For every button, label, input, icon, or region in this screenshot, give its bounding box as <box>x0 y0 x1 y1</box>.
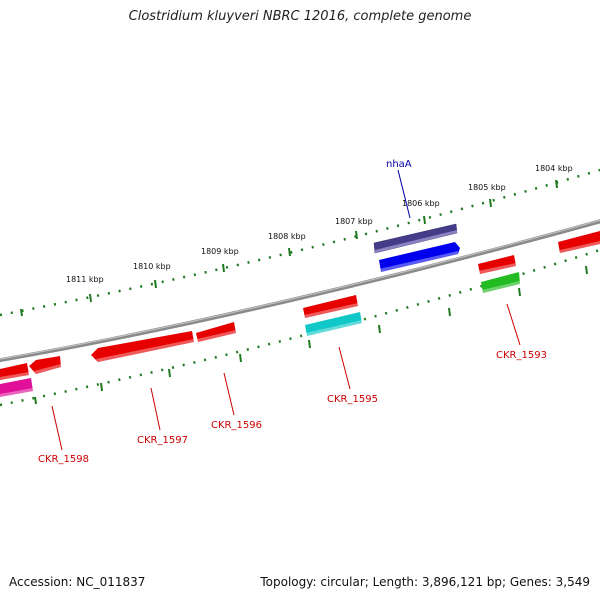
gene-ckr1593-green[interactable] <box>481 272 520 293</box>
genome-backbone-highlight <box>0 219 600 360</box>
gene-ckr1595-red[interactable] <box>303 295 358 318</box>
gene-right-edge[interactable] <box>558 231 600 253</box>
gene-label-ckr1596: CKR_1596 <box>211 420 262 431</box>
gene-ckr1593-red[interactable] <box>478 255 516 274</box>
gene-label-ckr1598: CKR_1598 <box>38 454 89 465</box>
kbp-label-1810: 1810 kbp <box>133 262 171 271</box>
outer-tick-track <box>0 168 600 317</box>
kbp-label-1806: 1806 kbp <box>402 199 440 208</box>
outer-major-ticks <box>20 179 558 317</box>
gene-ckr1596[interactable] <box>196 322 236 342</box>
kbp-label-1811: 1811 kbp <box>66 275 104 284</box>
accession-text: Accession: NC_011837 <box>9 575 146 589</box>
genome-summary-text: Topology: circular; Length: 3,896,121 bp… <box>260 575 590 589</box>
map-title: Clostridium kluyveri NBRC 12016, complet… <box>128 9 472 24</box>
gene-blue[interactable] <box>379 242 460 272</box>
genome-backbone <box>0 219 600 363</box>
gene-highlights <box>0 241 600 397</box>
gene-ckr1597[interactable] <box>91 331 194 362</box>
gene-label-ckr1593: CKR_1593 <box>496 350 547 361</box>
inner-major-ticks <box>34 265 588 405</box>
kbp-label-1809: 1809 kbp <box>201 247 239 256</box>
leader-lines <box>51 169 521 451</box>
kbp-label-1805: 1805 kbp <box>468 183 506 192</box>
gene-ckr1595-cyan[interactable] <box>305 312 362 336</box>
gene-ckr1598-red[interactable] <box>29 356 61 374</box>
inner-tick-track <box>0 248 600 407</box>
gene-label-ckr1597: CKR_1597 <box>137 435 188 446</box>
gene-left-magenta[interactable] <box>0 378 33 397</box>
gene-left-red[interactable] <box>0 363 29 380</box>
kbp-label-1804: 1804 kbp <box>535 164 573 173</box>
gene-nhaA-shade <box>375 230 457 253</box>
gene-label-ckr1595: CKR_1595 <box>327 394 378 405</box>
gene-label-nhaA: nhaA <box>386 159 412 170</box>
kbp-label-1808: 1808 kbp <box>268 232 306 241</box>
kbp-label-1807: 1807 kbp <box>335 217 373 226</box>
